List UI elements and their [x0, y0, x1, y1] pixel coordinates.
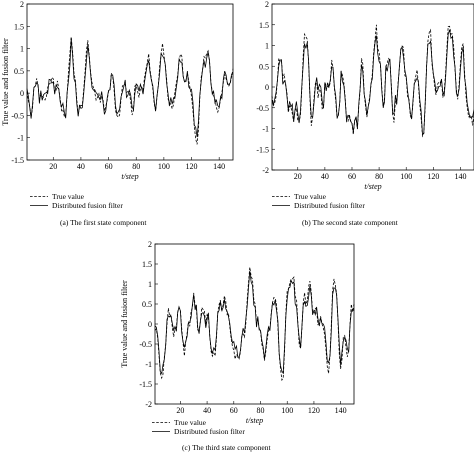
y-tick-label: 1.5 [14, 22, 24, 31]
x-axis-label: t/step [364, 182, 381, 191]
legend-label: Distributed fusion filter [294, 201, 365, 210]
y-tick-label: -1.5 [139, 380, 152, 389]
y-axis-label: True value and fusion filter [120, 280, 129, 368]
x-tick-label: 100 [400, 172, 412, 181]
y-tick-label: 0.5 [259, 62, 269, 71]
y-tick-label: 0.5 [14, 67, 24, 76]
legend-label: True value [52, 192, 85, 201]
chart-panel-1: 20 40 60 80 100 120 140 -1.5 -1 -0.5 0 0.5 1 1.5 2 t/st… [1, 0, 234, 227]
x-tick-label: 20 [294, 172, 302, 181]
x-tick-label: 60 [230, 406, 238, 415]
series-distributed-fusion-filter-line [271, 29, 474, 136]
x-tick-label: 80 [375, 172, 383, 181]
y-tick-label: -0.5 [256, 104, 269, 113]
x-tick-label: 40 [77, 162, 85, 171]
y-tick-label: 0 [148, 320, 152, 329]
y-tick-label: -1 [262, 125, 269, 134]
y-tick-label: -2 [145, 400, 152, 409]
x-tick-label: 40 [203, 406, 211, 415]
y-tick-label: 1 [148, 280, 152, 289]
x-tick-label: 60 [105, 162, 113, 171]
y-tick-label: 1 [20, 45, 24, 54]
x-tick-label: 100 [281, 406, 293, 415]
x-axis-label: t/step [121, 172, 138, 181]
figure-caption: (c) The third state component [182, 443, 271, 452]
x-tick-label: 140 [335, 406, 347, 415]
x-tick-label: 140 [213, 162, 225, 171]
x-tick-label: 80 [257, 406, 265, 415]
figure-caption: (a) The first state component [60, 218, 147, 227]
plot-frame [154, 243, 355, 405]
x-tick-label: 20 [176, 406, 184, 415]
x-tick-label: 140 [454, 172, 466, 181]
plot-frame [26, 3, 234, 161]
x-tick-label: 100 [158, 162, 170, 171]
series-distributed-fusion-filter-line [26, 38, 234, 138]
x-tick-label: 120 [186, 162, 198, 171]
y-tick-label: 2 [20, 0, 24, 9]
y-tick-label: -0.5 [11, 111, 24, 120]
y-tick-label: 2 [265, 0, 269, 9]
y-tick-label: -0.5 [139, 340, 152, 349]
legend-label: Distributed fusion filter [52, 201, 123, 210]
y-axis-label: True value and fusion filter [1, 38, 10, 126]
y-tick-label: 1.5 [142, 260, 152, 269]
chart-panel-2: 20 40 60 80 100 120 140 -2 -1.5 -1 -0.5 0 0.5 1 1.5 2 t/… [256, 0, 474, 227]
series-true-value-line [26, 36, 234, 145]
x-tick-label: 40 [321, 172, 329, 181]
x-tick-label: 80 [132, 162, 140, 171]
x-tick-label: 120 [427, 172, 439, 181]
y-tick-label: 0.5 [142, 300, 152, 309]
legend-label: True value [294, 192, 327, 201]
y-tick-label: 1.5 [259, 21, 269, 30]
legend-label: Distributed fusion filter [174, 427, 245, 436]
chart-panel-3: 20 40 60 80 100 120 140 -2 -1.5 -1 -0.5 0 0.5 1 1.5 2 t/… [120, 240, 355, 452]
x-tick-label: 120 [308, 406, 320, 415]
x-tick-label: 20 [49, 162, 57, 171]
y-tick-label: 0 [20, 89, 24, 98]
series-distributed-fusion-filter-line [154, 270, 355, 375]
y-tick-label: -1 [145, 360, 152, 369]
series-true-value-line [154, 267, 355, 382]
y-tick-label: -2 [262, 166, 269, 175]
y-tick-label: 2 [148, 240, 152, 249]
x-tick-label: 60 [348, 172, 356, 181]
plot-frame [271, 3, 474, 171]
y-tick-label: 1 [265, 42, 269, 51]
x-axis-label: t/step [246, 416, 263, 425]
legend-label: True value [174, 418, 207, 427]
y-tick-label: -1.5 [256, 145, 269, 154]
y-tick-label: 0 [265, 83, 269, 92]
figure-caption: (b) The second state component [302, 218, 399, 227]
y-tick-label: -1 [17, 134, 24, 143]
y-tick-label: -1.5 [11, 156, 24, 165]
